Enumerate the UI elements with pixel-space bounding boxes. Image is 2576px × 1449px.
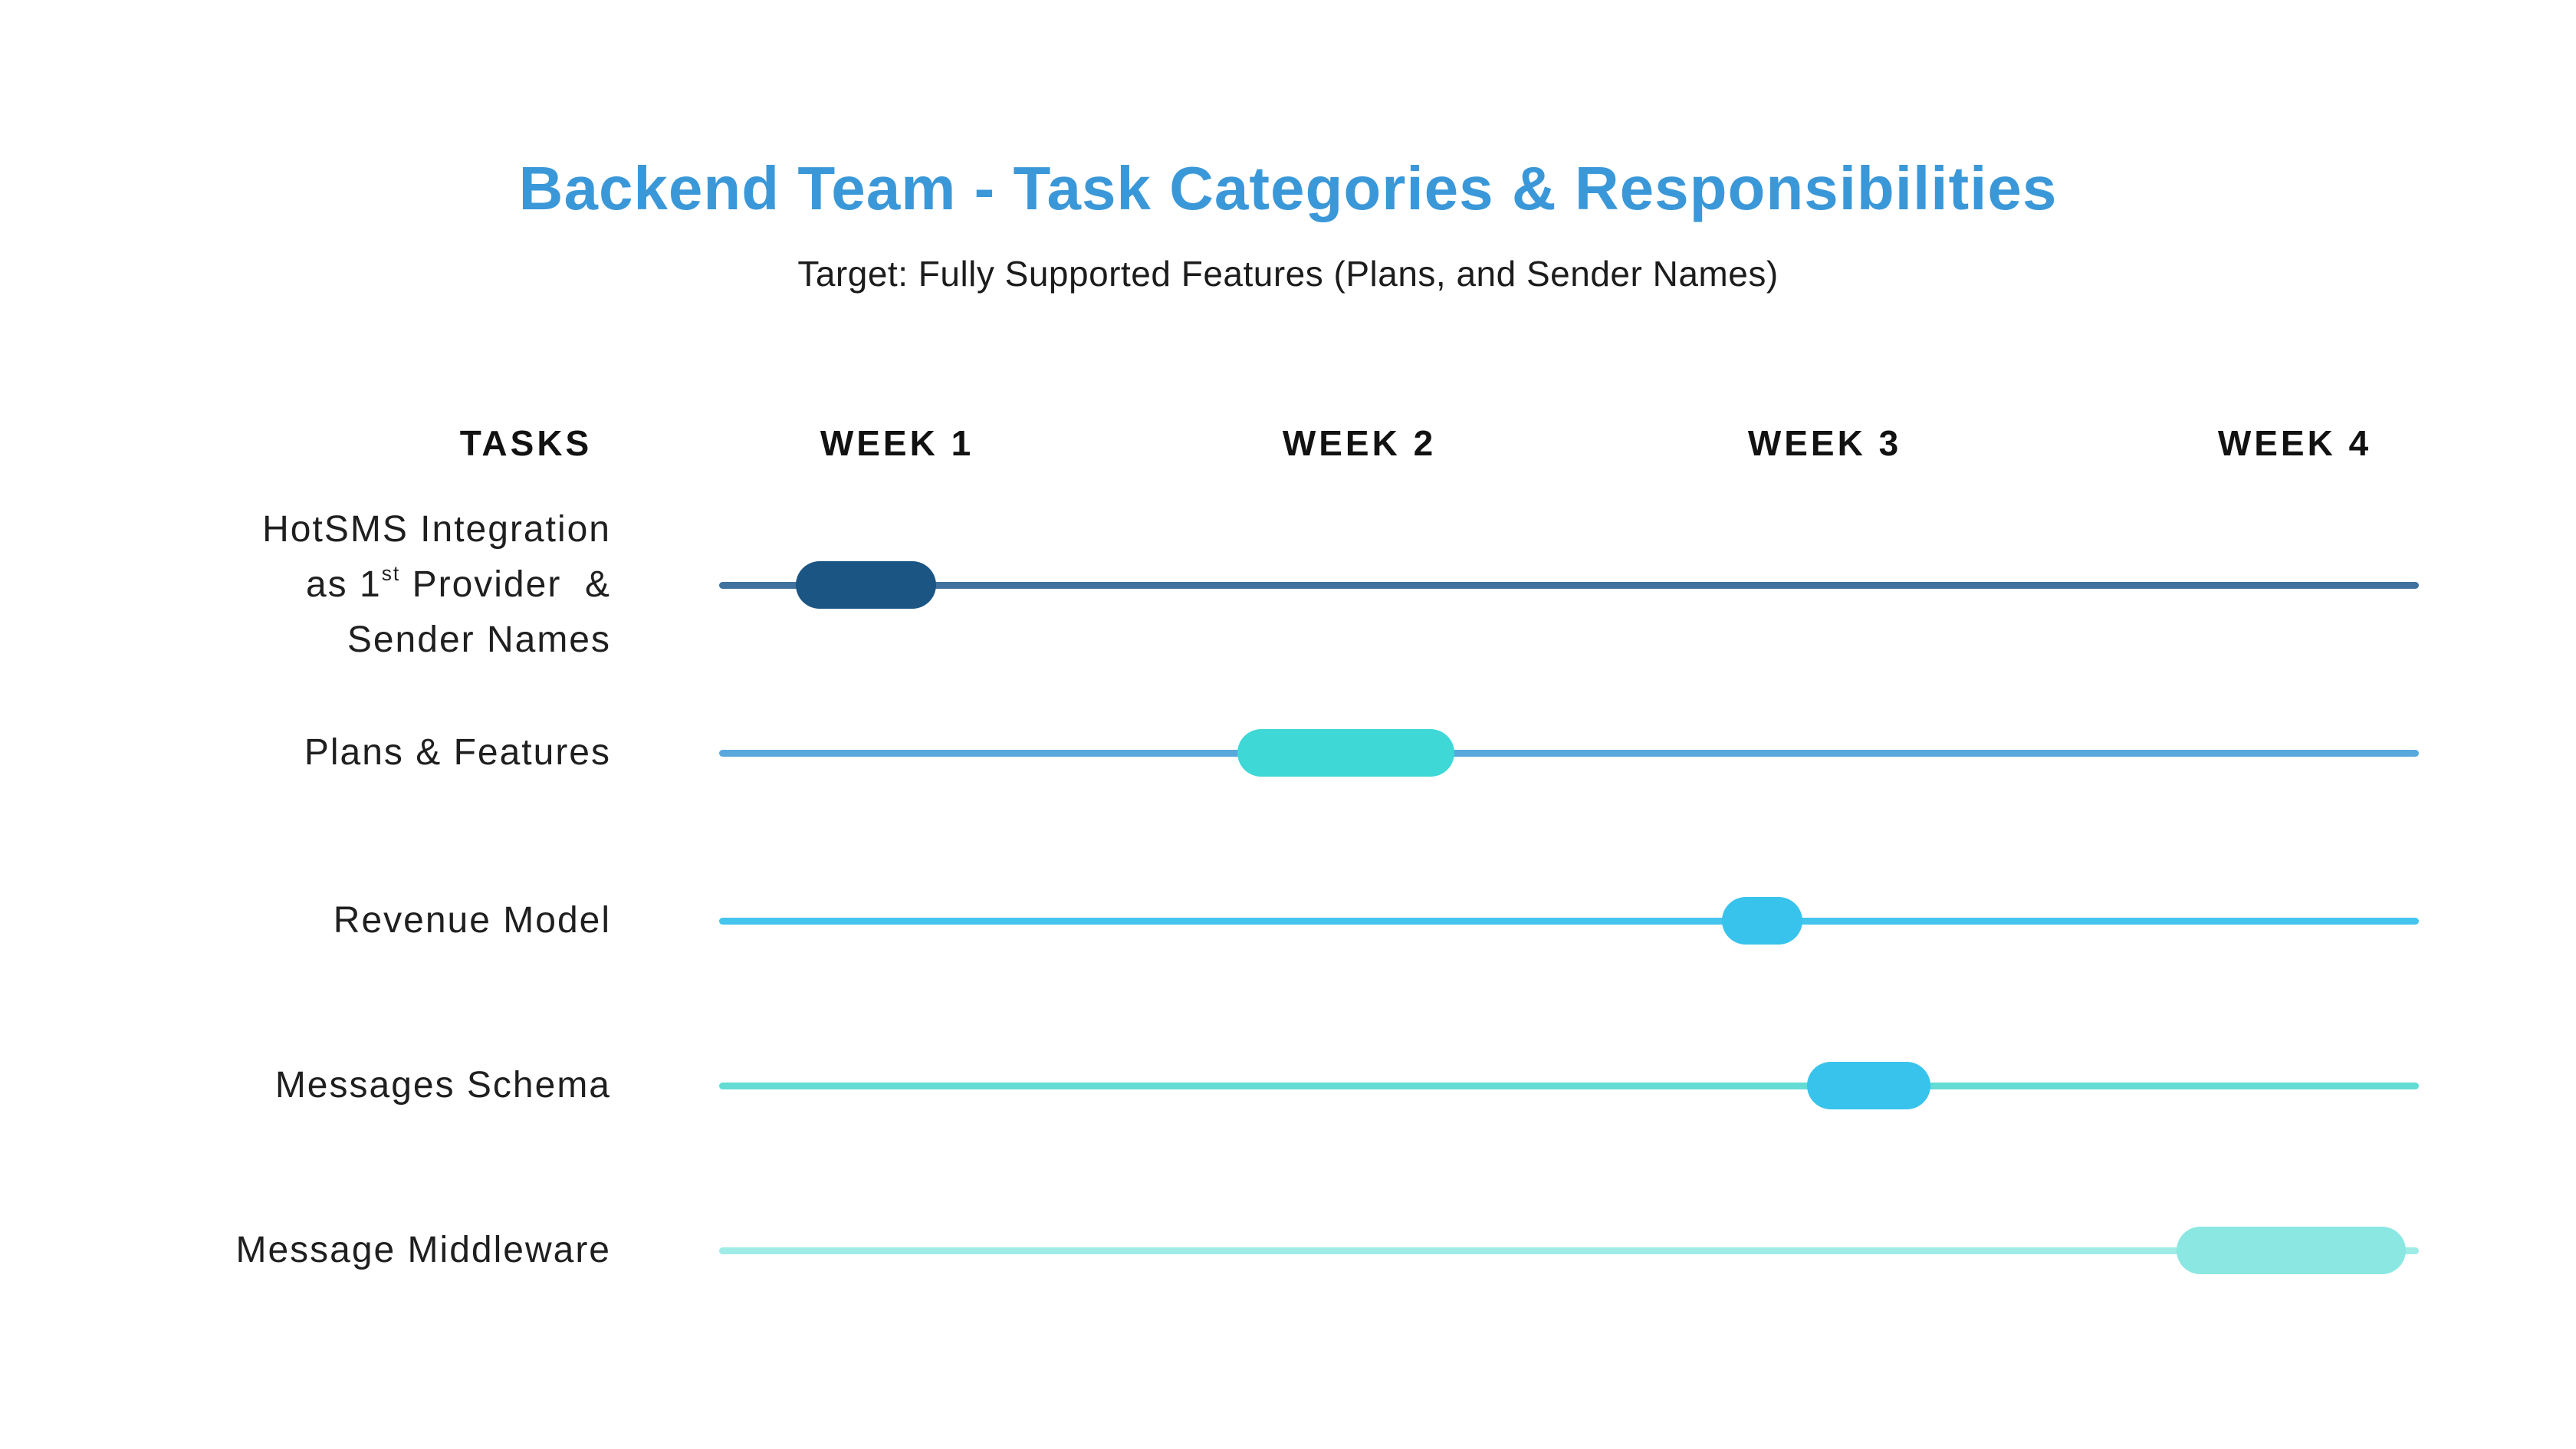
task-duration-pill <box>795 561 936 609</box>
task-label: Plans & Features <box>304 725 611 780</box>
task-timeline-line <box>719 1247 2419 1254</box>
column-header-week-3: WEEK 3 <box>1747 423 1902 463</box>
column-header-tasks: TASKS <box>459 423 593 463</box>
column-header-week-1: WEEK 1 <box>820 423 974 463</box>
task-duration-pill <box>1806 1062 1930 1109</box>
task-label-line: HotSMS Integration <box>262 509 611 550</box>
task-duration-pill <box>2177 1227 2407 1274</box>
task-label: Messages Schema <box>275 1058 611 1113</box>
task-timeline-line <box>719 581 2419 589</box>
task-label-line: Plans & Features <box>304 732 611 773</box>
task-duration-pill <box>1237 729 1454 777</box>
task-timeline-line <box>719 917 2419 925</box>
task-duration-pill <box>1722 897 1803 945</box>
task-label: Revenue Model <box>334 893 611 948</box>
task-timeline-line <box>719 1082 2419 1089</box>
column-header-week-2: WEEK 2 <box>1282 423 1437 463</box>
column-header-week-4: WEEK 4 <box>2217 423 2372 463</box>
task-label-line: Message Middleware <box>235 1230 611 1270</box>
task-label-line: Sender Names <box>347 619 611 660</box>
task-label-line: Messages Schema <box>274 1065 611 1106</box>
task-label: Message Middleware <box>235 1223 611 1278</box>
task-label-line: as 1st Provider & <box>305 562 611 605</box>
task-label-line: Revenue Model <box>333 900 611 941</box>
task-label: HotSMS Integration as 1st Provider & Sende… <box>262 502 611 668</box>
task-timeline-line <box>719 749 2419 757</box>
chart-subtitle: Target: Fully Supported Features (Plans,… <box>797 254 1779 294</box>
chart-title: Backend Team - Task Categories & Respons… <box>518 154 2058 222</box>
